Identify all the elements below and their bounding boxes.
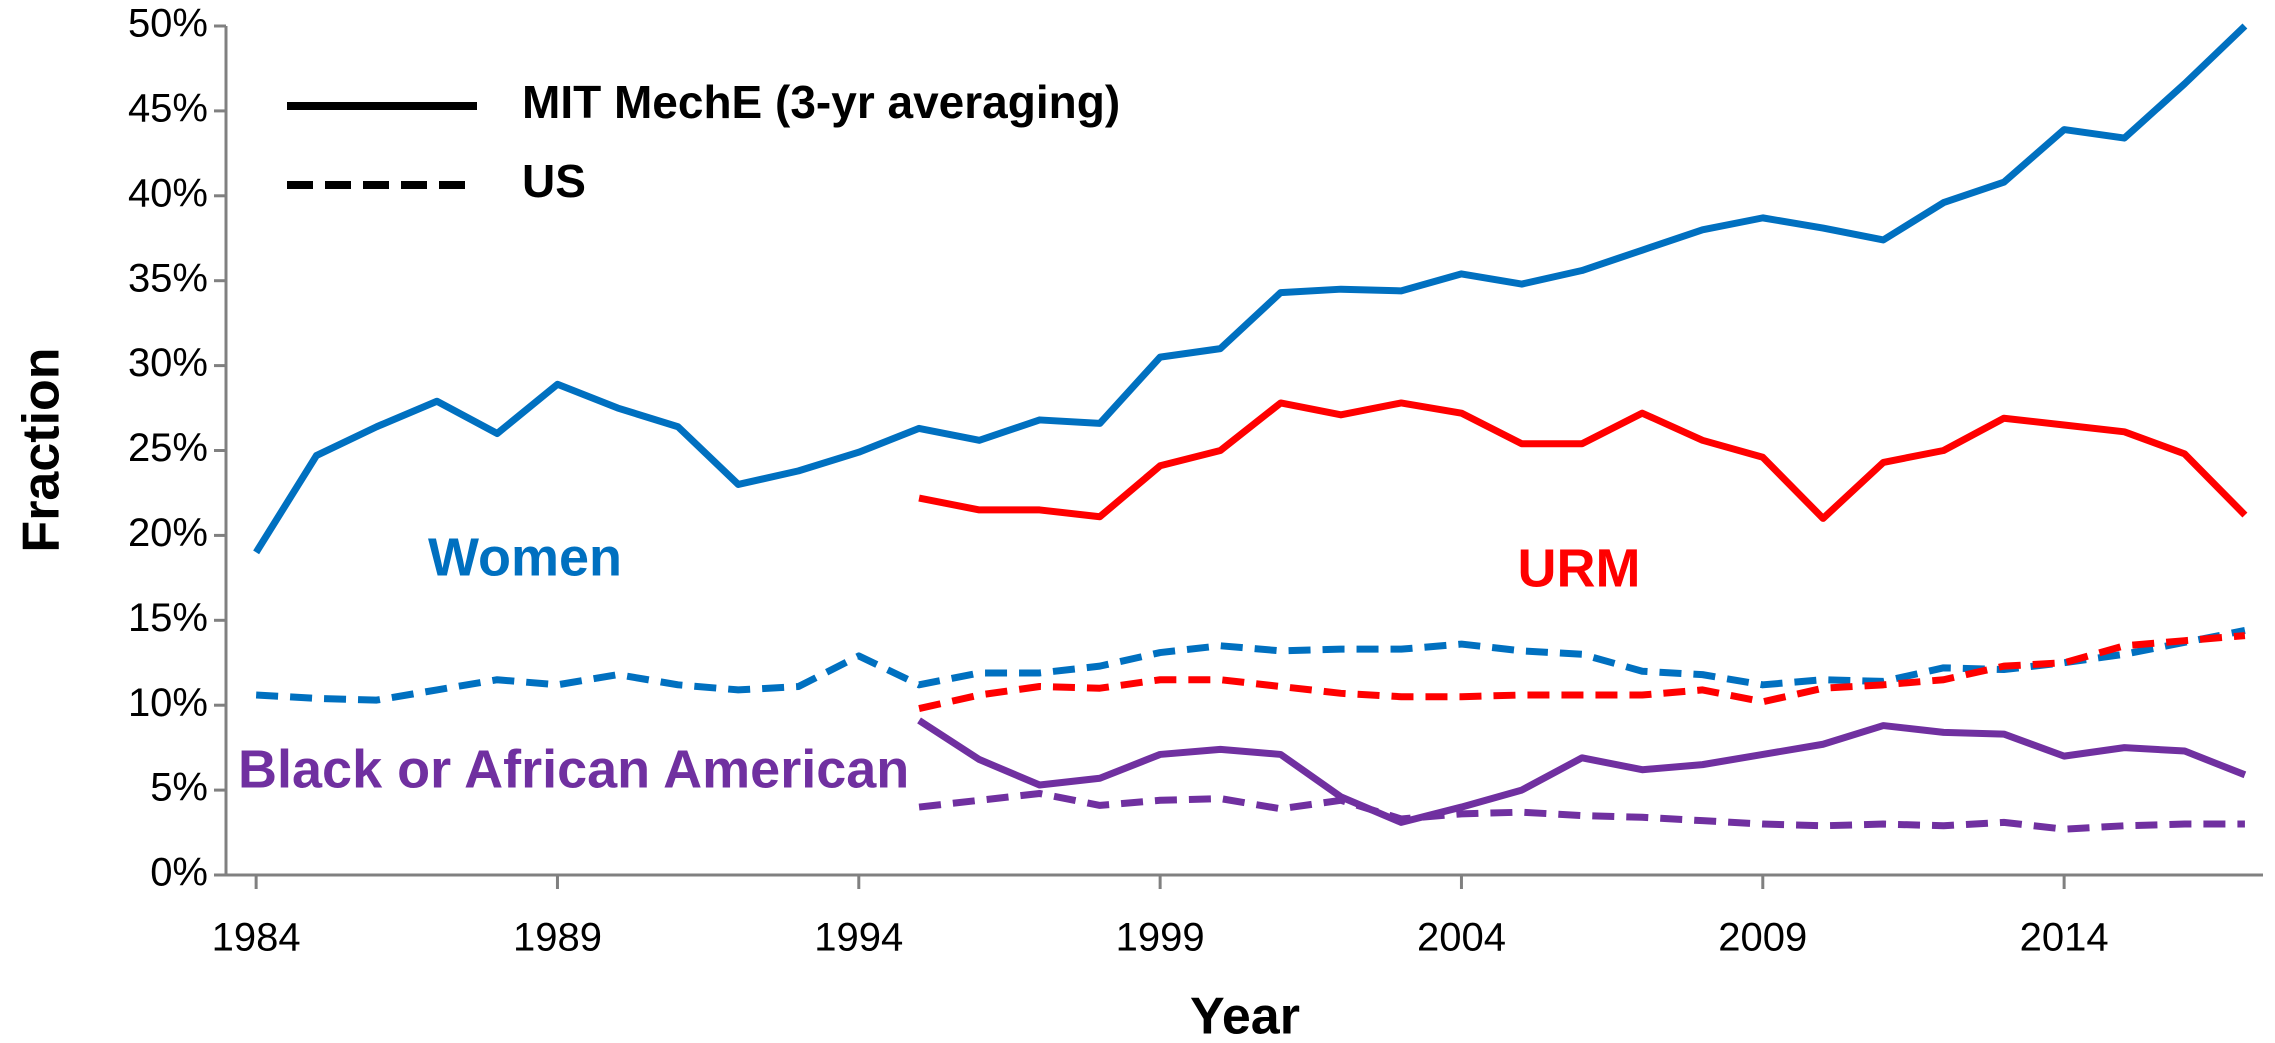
y-tick-label: 40% [128,171,208,215]
x-tick-label: 1994 [814,916,903,960]
group-label: Women [428,527,622,587]
mit-line [917,717,2247,826]
x-tick-label: 1989 [513,916,602,960]
y-tick-label: 20% [128,511,208,555]
legend-label: MIT MechE (3-yr averaging) [522,76,1120,128]
y-tick-label: 25% [128,426,208,470]
y-tick-label: 45% [128,86,208,130]
y-tick-label: 0% [150,851,208,895]
us-line [918,789,2245,833]
x-tick-label: 1999 [1116,916,1205,960]
x-tick-label: 2004 [1417,916,1506,960]
y-tick-label: 30% [128,341,208,385]
group-label: Black or African American [238,739,909,799]
x-axis-title: Year [1190,988,1300,1043]
y-axis-title: Fraction [13,347,71,552]
y-tick-label: 15% [128,596,208,640]
us-line [255,627,2246,704]
y-tick-label: 10% [128,681,208,725]
y-tick-label: 5% [150,766,208,810]
us-line [918,632,2246,713]
y-tick-label: 35% [128,256,208,300]
y-tick-label: 50% [128,2,208,46]
mit-line [253,23,2248,555]
group-label: URM [1518,538,1641,598]
legend-label: US [522,155,586,207]
mit-line [918,399,2248,522]
x-tick-label: 2009 [1718,916,1807,960]
x-tick-label: 2014 [2020,916,2109,960]
x-tick-label: 1984 [212,916,301,960]
